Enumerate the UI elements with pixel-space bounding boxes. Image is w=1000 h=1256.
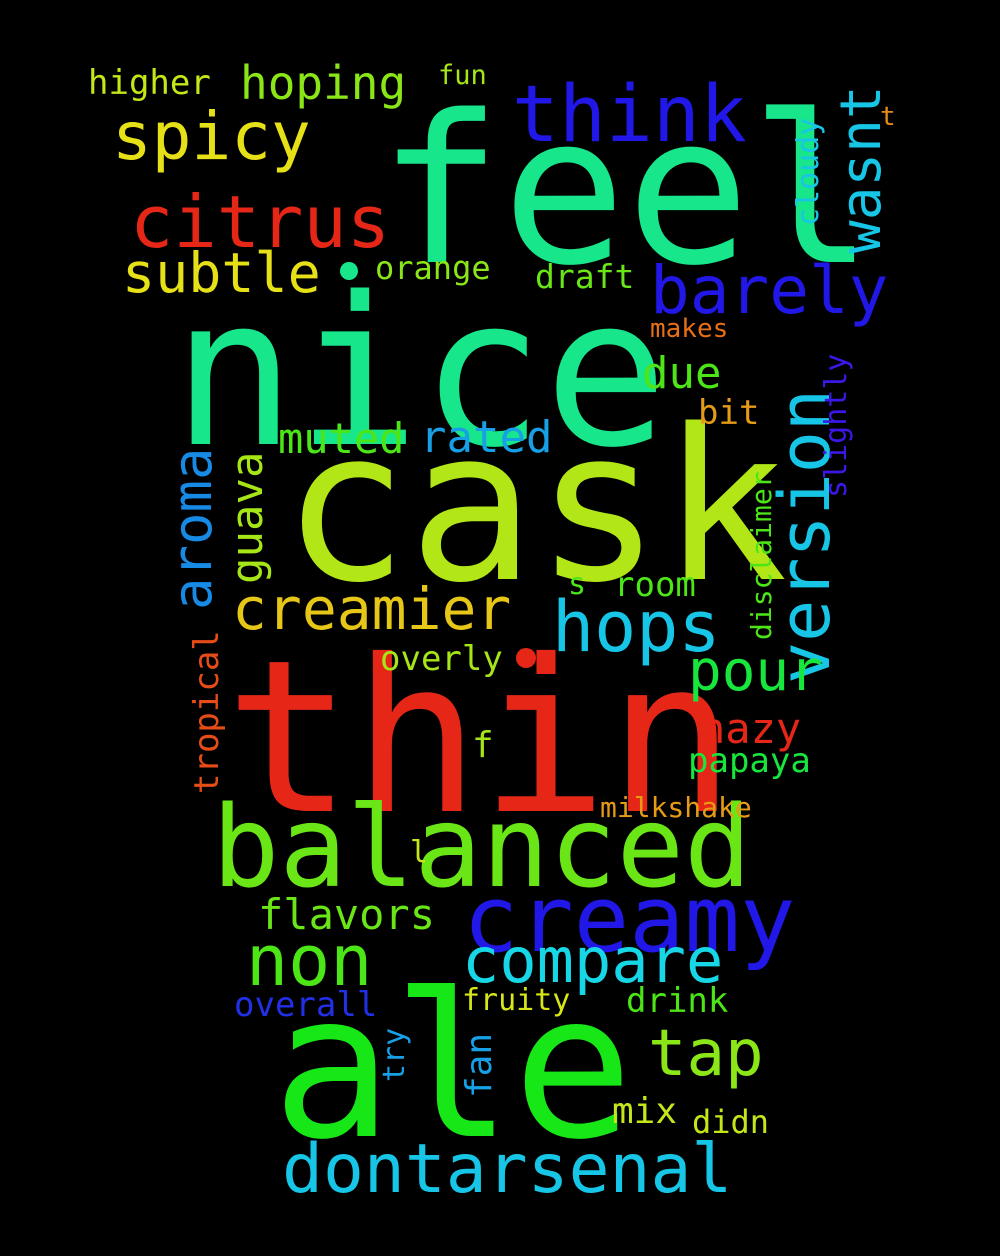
word-l: l bbox=[410, 835, 429, 870]
word-muted: muted bbox=[278, 414, 405, 463]
word-cask: cask bbox=[282, 384, 788, 629]
word-slightly: slightly bbox=[819, 353, 854, 499]
word-makes: makes bbox=[650, 314, 729, 344]
dot-red bbox=[516, 648, 536, 668]
word-citrus: citrus bbox=[130, 180, 391, 264]
word-barely: barely bbox=[650, 252, 889, 329]
word-bit: bit bbox=[698, 393, 760, 433]
word-try: try bbox=[377, 1027, 412, 1082]
word-creamier: creamier bbox=[232, 575, 512, 643]
word-overall: overall bbox=[234, 985, 378, 1025]
word-papaya: papaya bbox=[688, 741, 811, 781]
word-flavors: flavors bbox=[258, 890, 436, 939]
word-thin: thin bbox=[225, 614, 736, 861]
word-didn: didn bbox=[692, 1103, 770, 1141]
word-hazy: hazy bbox=[700, 704, 802, 753]
word-think: think bbox=[512, 70, 747, 160]
word-dontarsenal: dontarsenal bbox=[282, 1130, 733, 1209]
word-balanced: balanced bbox=[212, 783, 752, 913]
word-room: room bbox=[614, 565, 696, 605]
word-hops: hops bbox=[552, 586, 721, 668]
word-wasnt: wasnt bbox=[829, 85, 894, 254]
word-milkshake: milkshake bbox=[600, 791, 752, 824]
word-compare: compare bbox=[462, 924, 724, 997]
word-subtle: subtle bbox=[122, 241, 321, 305]
word-fruity: fruity bbox=[462, 983, 571, 1018]
word-guava: guava bbox=[222, 451, 273, 584]
word-mix: mix bbox=[612, 1091, 678, 1132]
word-higher: higher bbox=[88, 63, 211, 103]
word-aroma: aroma bbox=[161, 447, 224, 610]
word-s: s bbox=[568, 567, 587, 602]
word-rated: rated bbox=[420, 412, 553, 463]
word-overly: overly bbox=[380, 639, 503, 679]
word-nice: nice bbox=[172, 253, 669, 493]
word-draft: draft bbox=[535, 257, 635, 296]
word-tropical: tropical bbox=[187, 630, 227, 794]
word-cloudy: cloudy bbox=[791, 117, 826, 226]
word-hoping: hoping bbox=[240, 56, 407, 110]
word-pour: pour bbox=[688, 639, 823, 704]
word-fan: fan bbox=[459, 1032, 500, 1098]
word-tap: tap bbox=[648, 1017, 764, 1091]
word-disclaimer: disclaimer bbox=[745, 471, 778, 640]
dot-teal bbox=[340, 262, 358, 280]
word-orange: orange bbox=[375, 249, 491, 287]
word-feel: feel bbox=[378, 71, 875, 311]
word-ale: ale bbox=[272, 951, 634, 1184]
word-drink: drink bbox=[626, 981, 729, 1021]
word-spicy: spicy bbox=[112, 98, 311, 175]
word-due: due bbox=[642, 348, 722, 399]
word-fun: fun bbox=[438, 60, 487, 91]
word-f: f bbox=[472, 725, 494, 766]
word-t: t bbox=[880, 102, 896, 132]
word-non: non bbox=[246, 920, 373, 1002]
word-creamy: creamy bbox=[463, 866, 796, 973]
